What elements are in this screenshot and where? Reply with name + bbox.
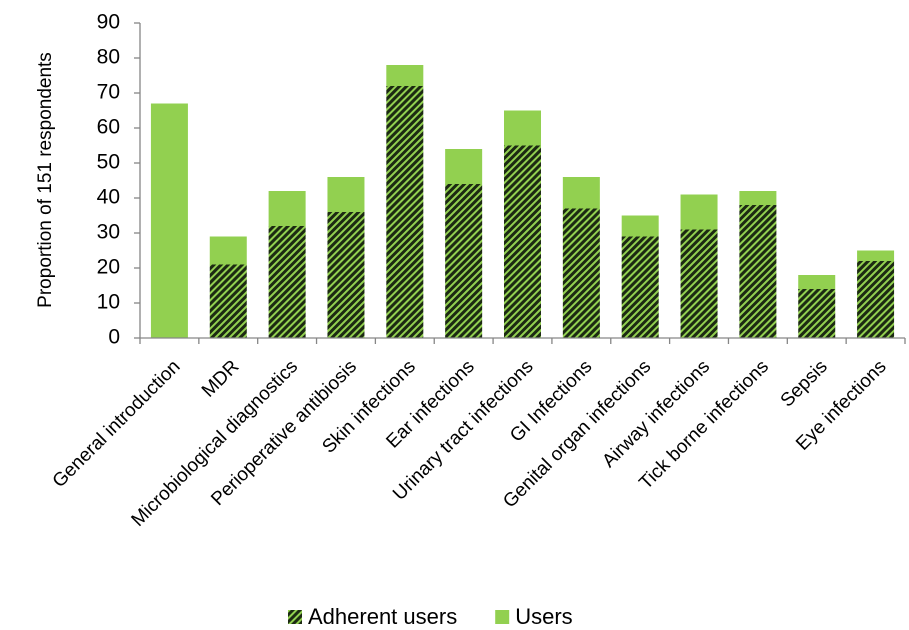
bar-segment — [798, 289, 836, 338]
bar-segment — [386, 86, 424, 338]
bar-segment — [327, 212, 365, 338]
legend-swatch — [495, 610, 510, 624]
bar-segment — [680, 194, 718, 230]
bar-segment — [621, 236, 659, 338]
x-tick-label: Airway infections — [598, 356, 714, 472]
y-axis-label: Proportion of 151 respondents — [35, 52, 56, 308]
bar-segment — [857, 250, 895, 261]
y-tick-label: 50 — [97, 151, 120, 174]
y-tick-label: 60 — [97, 116, 120, 139]
bar-segment — [445, 184, 483, 338]
legend-label: Users — [515, 604, 572, 629]
y-tick-label: 0 — [108, 326, 120, 349]
y-tick-label: 80 — [97, 46, 120, 69]
bar-segment — [386, 65, 424, 86]
legend-swatch — [288, 610, 302, 624]
x-tick-label: Sepsis — [777, 356, 832, 411]
bar-segment — [739, 191, 777, 205]
y-tick-label: 70 — [97, 81, 120, 104]
bar-segment — [150, 103, 188, 338]
y-tick-label: 30 — [97, 221, 120, 244]
bar-segment — [209, 236, 247, 265]
bar-segment — [680, 229, 718, 338]
bar-segment — [798, 275, 836, 289]
bar-segment — [209, 264, 247, 338]
x-tick-label: General introduction — [49, 356, 185, 492]
bar-segment — [739, 205, 777, 338]
bar-segment — [504, 110, 541, 146]
y-tick-label: 90 — [97, 11, 120, 34]
bar-segment — [327, 177, 365, 212]
bar-segment — [857, 261, 895, 338]
y-tick-label: 20 — [97, 256, 120, 279]
bar-segment — [562, 208, 600, 338]
legend-label: Adherent users — [308, 604, 457, 629]
bar-segment — [445, 149, 483, 184]
bar-segment — [268, 226, 306, 338]
x-tick-label: MDR — [198, 356, 243, 401]
bar-segment — [621, 215, 659, 237]
bar-segment — [268, 191, 306, 226]
bar-segment — [562, 177, 600, 209]
y-tick-label: 40 — [97, 186, 120, 209]
y-tick-label: 10 — [97, 291, 120, 314]
bar-segment — [504, 145, 541, 338]
